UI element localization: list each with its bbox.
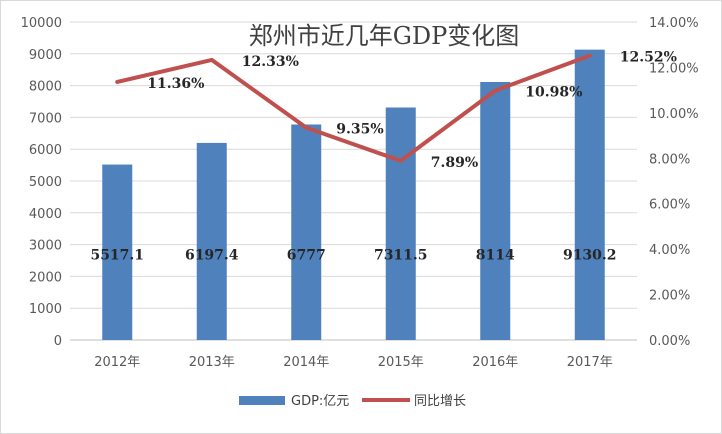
x-axis-tick-label: 2016年 [472, 355, 518, 370]
right-axis: 0.00% 2.00% 4.00% 6.00% 8.00% 10.00% 12.00% 14.… [649, 16, 699, 349]
data-labels: 5517.1 6197.4 6777 7311.5 8114 9130.2 11.36% 12… [90, 50, 676, 264]
growth-value-label: 10.98% [525, 85, 582, 101]
bar [196, 142, 227, 340]
growth-value-label: 12.33% [242, 54, 299, 70]
left-axis-tick-label: 6000 [29, 143, 62, 158]
bar [480, 81, 511, 341]
legend-bar-swatch [239, 396, 285, 405]
bar-value-label: 6777 [287, 248, 326, 264]
right-axis-tick-label: 12.00% [649, 61, 699, 76]
right-axis-tick-label: 2.00% [649, 289, 690, 304]
x-axis-tick-label: 2012年 [94, 355, 140, 370]
right-axis-tick-label: 10.00% [649, 107, 699, 122]
line-series [115, 53, 592, 163]
growth-value-label: 9.35% [336, 122, 383, 138]
right-axis-tick-label: 14.00% [649, 16, 699, 31]
growth-value-label: 11.36% [147, 76, 204, 92]
x-axis-tick-label: 2017年 [567, 355, 613, 370]
x-axis-tick-label: 2015年 [378, 355, 424, 370]
bar-value-label: 7311.5 [374, 248, 428, 264]
left-axis-tick-label: 4000 [29, 207, 62, 222]
legend-line-label: 同比增长 [414, 394, 466, 409]
growth-line [115, 53, 592, 163]
left-axis-tick-label: 1000 [29, 302, 62, 317]
left-axis-tick-label: 10000 [21, 16, 62, 31]
left-axis-tick-label: 9000 [29, 48, 62, 63]
bar [291, 124, 322, 341]
bar-value-label: 8114 [476, 248, 515, 264]
right-axis-tick-label: 6.00% [649, 198, 690, 213]
growth-value-label: 7.89% [431, 155, 478, 171]
chart-title: 郑州市近几年GDP变化图 [249, 22, 520, 50]
bar-series [102, 49, 605, 341]
x-axis: 2012年 2013年 2014年 2015年 2016年 2017年 [70, 339, 637, 370]
bar [574, 49, 605, 341]
x-axis-tick-label: 2013年 [189, 355, 235, 370]
left-axis-tick-label: 0 [54, 334, 62, 349]
right-axis-tick-label: 0.00% [649, 334, 690, 349]
legend: GDP:亿元 同比增长 [239, 394, 466, 409]
left-axis-tick-label: 8000 [29, 80, 62, 95]
left-axis-tick-label: 2000 [29, 270, 62, 285]
left-axis-tick-label: 5000 [29, 175, 62, 190]
legend-bar-label: GDP:亿元 [291, 394, 349, 409]
bar-value-label: 9130.2 [563, 248, 617, 264]
bar [385, 107, 416, 341]
left-axis: 0 1000 2000 3000 4000 5000 6000 7000 8000 9000 100… [21, 16, 62, 349]
left-axis-tick-label: 3000 [29, 239, 62, 254]
growth-value-label: 12.52% [620, 50, 677, 66]
bar-value-label: 5517.1 [90, 248, 144, 264]
bar [102, 164, 133, 340]
x-axis-tick-label: 2014年 [283, 355, 329, 370]
right-axis-tick-label: 4.00% [649, 243, 690, 258]
right-axis-tick-label: 8.00% [649, 152, 690, 167]
bar-value-label: 6197.4 [185, 248, 239, 264]
left-axis-tick-label: 7000 [29, 111, 62, 126]
